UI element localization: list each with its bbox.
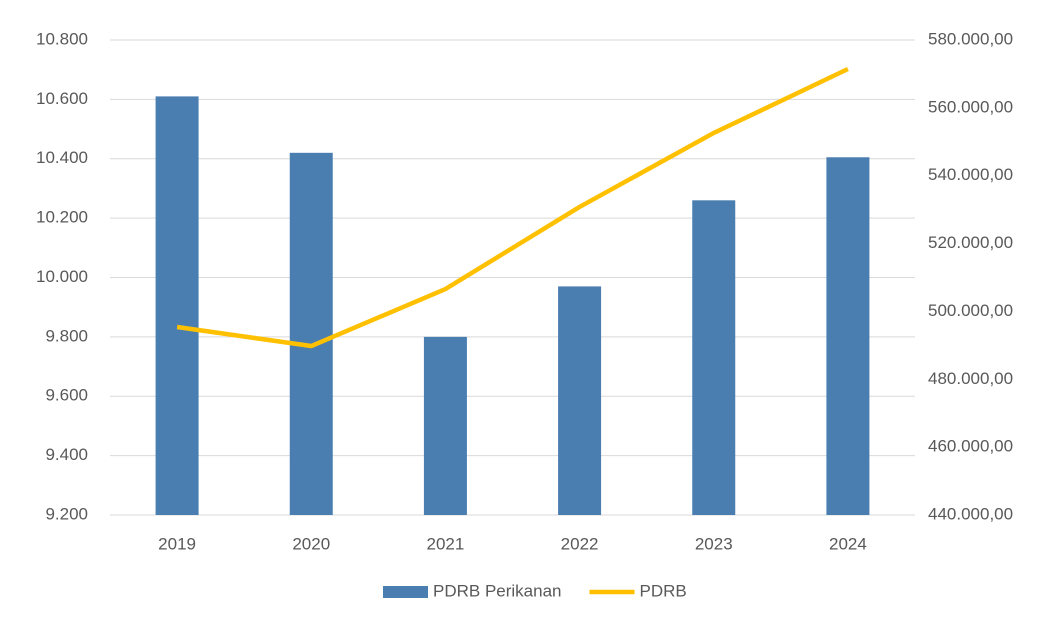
y-tick-label: 10.800 (36, 29, 88, 48)
bar (155, 96, 199, 515)
legend-swatch (383, 586, 428, 598)
y-tick-label: 10.200 (36, 208, 88, 227)
x-tick-label: 2022 (561, 534, 599, 553)
y-tick-label: 9.200 (45, 504, 88, 523)
y2-tick-label: 580.000,00 (928, 29, 1013, 48)
bar (826, 157, 870, 515)
y2-tick-label: 440.000,00 (928, 504, 1013, 523)
y2-tick-label: 460.000,00 (928, 437, 1013, 456)
legend-label: PDRB (640, 581, 687, 600)
bar (289, 152, 333, 515)
y2-tick-label: 500.000,00 (928, 301, 1013, 320)
y-tick-label: 10.400 (36, 148, 88, 167)
line (176, 66, 849, 349)
x-tick-label: 2023 (695, 534, 733, 553)
y2-tick-label: 520.000,00 (928, 233, 1013, 252)
bar (423, 336, 467, 515)
y2-tick-label: 480.000,00 (928, 369, 1013, 388)
x-tick-label: 2024 (829, 534, 867, 553)
y-tick-label: 9.600 (45, 386, 88, 405)
x-tick-label: 2021 (427, 534, 465, 553)
x-tick-label: 2020 (292, 534, 330, 553)
y-tick-label: 9.400 (45, 445, 88, 464)
x-tick-label: 2019 (158, 534, 196, 553)
y2-tick-label: 540.000,00 (928, 165, 1013, 184)
legend-label: PDRB Perikanan (433, 581, 562, 600)
bar (692, 200, 736, 515)
bar (558, 286, 602, 515)
y-tick-label: 10.000 (36, 267, 88, 286)
y-tick-label: 10.600 (36, 89, 88, 108)
y-tick-label: 9.800 (45, 326, 88, 345)
y2-tick-label: 560.000,00 (928, 97, 1013, 116)
